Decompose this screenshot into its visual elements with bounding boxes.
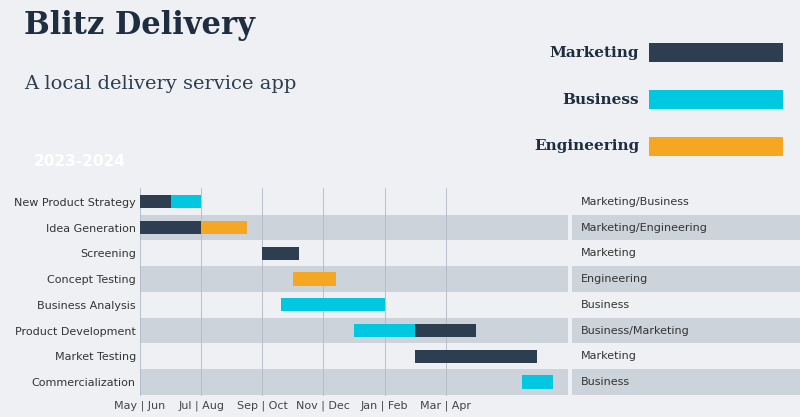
Text: Marketing: Marketing (550, 46, 639, 60)
Bar (140, 292, 568, 318)
Bar (201, 221, 247, 234)
Bar (140, 318, 568, 343)
FancyBboxPatch shape (572, 266, 800, 292)
Text: Marketing: Marketing (581, 248, 637, 258)
Bar (170, 195, 201, 208)
Bar (140, 221, 201, 234)
Text: 2023-2024: 2023-2024 (34, 154, 126, 169)
Text: Engineering: Engineering (581, 274, 648, 284)
Bar (415, 324, 476, 337)
FancyBboxPatch shape (572, 343, 800, 369)
Text: A local delivery service app: A local delivery service app (24, 75, 296, 93)
Text: Business: Business (581, 300, 630, 310)
Text: Marketing/Business: Marketing/Business (581, 197, 690, 207)
Bar (522, 375, 553, 389)
Bar (415, 349, 538, 363)
Text: Business: Business (562, 93, 639, 107)
Bar (140, 189, 568, 215)
Text: Engineering: Engineering (534, 139, 639, 153)
Text: Blitz Delivery: Blitz Delivery (24, 10, 255, 41)
Text: Business: Business (581, 377, 630, 387)
Text: Marketing/Engineering: Marketing/Engineering (581, 223, 708, 233)
Bar (293, 272, 336, 286)
FancyBboxPatch shape (572, 318, 800, 343)
FancyBboxPatch shape (649, 43, 783, 63)
Text: Business/Marketing: Business/Marketing (581, 326, 690, 336)
Bar (140, 266, 568, 292)
Bar (281, 298, 385, 311)
FancyBboxPatch shape (572, 241, 800, 266)
FancyBboxPatch shape (649, 90, 783, 109)
FancyBboxPatch shape (572, 292, 800, 318)
FancyBboxPatch shape (572, 189, 800, 215)
Bar (140, 215, 568, 241)
Bar (140, 241, 568, 266)
Bar (354, 324, 415, 337)
Text: Marketing: Marketing (581, 351, 637, 361)
Bar (140, 369, 568, 395)
Bar (140, 195, 170, 208)
FancyBboxPatch shape (572, 369, 800, 395)
FancyBboxPatch shape (649, 137, 783, 156)
Bar (140, 343, 568, 369)
FancyBboxPatch shape (572, 215, 800, 241)
Bar (262, 246, 299, 260)
